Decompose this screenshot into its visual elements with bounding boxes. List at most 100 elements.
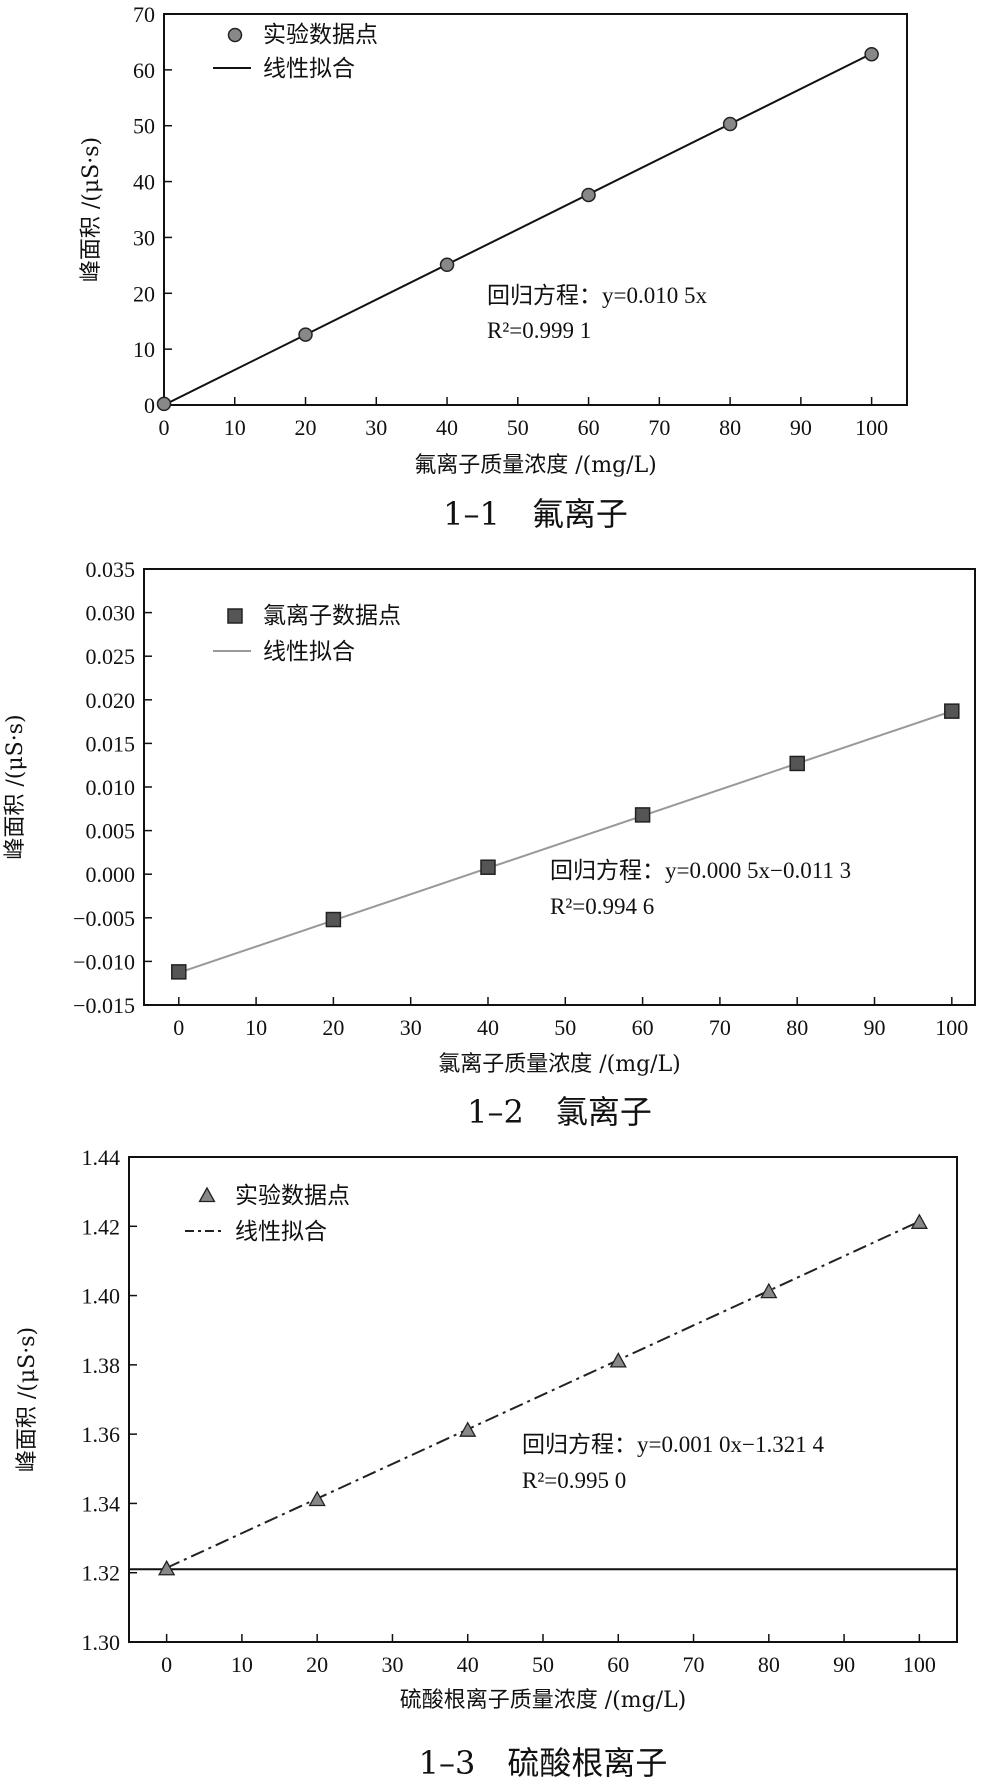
y-tick-label: −0.010 xyxy=(73,949,135,974)
y-tick-label: 10 xyxy=(133,337,155,362)
chart-caption: 1–2 氯离子 xyxy=(467,1093,652,1131)
y-axis-label: 峰面积 /(μS·s) xyxy=(79,137,104,282)
y-tick-label: 1.30 xyxy=(82,1630,121,1655)
y-tick-label: 0.005 xyxy=(86,819,136,844)
r-squared: R²=0.999 1 xyxy=(487,318,591,343)
x-tick-label: 100 xyxy=(935,1015,968,1040)
y-tick-label: 50 xyxy=(133,114,155,139)
y-tick-label: −0.015 xyxy=(73,993,135,1018)
legend-label-points: 实验数据点 xyxy=(235,1183,350,1209)
data-point xyxy=(480,859,496,875)
plot-frame xyxy=(163,13,908,406)
y-tick-label: 0.030 xyxy=(86,601,136,626)
data-point xyxy=(722,116,738,132)
regression-equation: 回归方程：y=0.001 0x−1.321 4 xyxy=(522,1432,824,1457)
r-squared: R²=0.994 6 xyxy=(550,894,654,919)
data-point xyxy=(459,1421,477,1437)
r-squared: R²=0.995 0 xyxy=(522,1468,626,1493)
data-point xyxy=(325,911,342,928)
x-tick-label: 80 xyxy=(758,1652,780,1677)
y-tick-label: 1.32 xyxy=(82,1561,121,1586)
x-tick-label: 50 xyxy=(532,1652,554,1677)
y-axis-label: 峰面积 /(μS·s) xyxy=(15,1327,40,1472)
data-point xyxy=(609,1352,627,1368)
y-tick-label: 70 xyxy=(133,2,155,27)
x-tick-label: 10 xyxy=(231,1652,253,1677)
x-tick-label: 20 xyxy=(306,1652,328,1677)
data-point xyxy=(439,257,455,273)
x-tick-label: 100 xyxy=(903,1652,936,1677)
y-tick-label: 1.42 xyxy=(82,1214,121,1239)
legend-label-line: 线性拟合 xyxy=(263,639,355,665)
data-point xyxy=(171,964,187,980)
x-tick-label: 90 xyxy=(864,1015,886,1040)
x-tick-label: 20 xyxy=(322,1015,344,1040)
x-tick-label: 90 xyxy=(833,1652,855,1677)
regression-equation: 回归方程：y=0.000 5x−0.011 3 xyxy=(550,858,851,883)
x-tick-label: 90 xyxy=(790,415,812,440)
x-tick-label: 40 xyxy=(457,1652,479,1677)
y-tick-label: 30 xyxy=(133,225,155,250)
data-point xyxy=(910,1213,928,1229)
chart-3: 0 10 20 30 40 50 60 70 80 90 100 1.30 1.32 1.34 1.36 1.… xyxy=(15,1145,958,1782)
legend-label-line: 线性拟合 xyxy=(263,56,355,82)
legend-marker xyxy=(227,27,243,43)
x-tick-label: 40 xyxy=(436,415,458,440)
x-tick-label: 70 xyxy=(683,1652,705,1677)
fit-line xyxy=(166,1220,920,1569)
chart-1: 0 10 20 30 40 50 60 70 80 90 100 0 10 20 30 40 50 60 70 实验数… xyxy=(79,2,908,533)
y-tick-label: 0.000 xyxy=(86,862,136,887)
legend-label-points: 氯离子数据点 xyxy=(263,603,401,629)
data-point xyxy=(581,187,596,203)
legend-marker xyxy=(198,1186,216,1203)
x-tick-label: 60 xyxy=(607,1652,629,1677)
data-point xyxy=(864,46,879,62)
y-tick-label: 20 xyxy=(133,281,155,306)
y-tick-label: 0.035 xyxy=(86,557,136,582)
x-tick-label: 30 xyxy=(365,415,387,440)
data-point xyxy=(298,327,313,342)
x-tick-label: 20 xyxy=(295,415,317,440)
x-tick-label: 0 xyxy=(161,1652,172,1677)
chart-caption: 1–1 氟离子 xyxy=(443,495,628,533)
data-point xyxy=(156,396,172,412)
x-tick-label: 100 xyxy=(855,415,888,440)
chart-caption: 1–3 硫酸根离子 xyxy=(419,1744,668,1782)
y-tick-label: 0.020 xyxy=(86,688,136,713)
x-tick-label: 70 xyxy=(648,415,670,440)
y-tick-label: 1.34 xyxy=(82,1491,121,1516)
y-tick-label: 60 xyxy=(133,58,155,83)
x-tick-label: 30 xyxy=(381,1652,403,1677)
data-point xyxy=(760,1282,778,1299)
y-tick-label: −0.005 xyxy=(73,906,135,931)
x-tick-label: 0 xyxy=(159,415,170,440)
x-tick-label: 50 xyxy=(507,415,529,440)
data-point xyxy=(158,1559,176,1576)
y-tick-label: 0.015 xyxy=(86,731,136,756)
legend-label-points: 实验数据点 xyxy=(263,22,378,48)
y-tick-label: 1.38 xyxy=(82,1353,121,1378)
y-axis-label: 峰面积 /(μS·s) xyxy=(3,714,28,859)
legend-label-line: 线性拟合 xyxy=(235,1219,327,1245)
regression-equation: 回归方程：y=0.010 5x xyxy=(487,283,707,308)
x-tick-label: 50 xyxy=(554,1015,576,1040)
x-tick-label: 60 xyxy=(578,415,600,440)
fit-line xyxy=(178,710,953,974)
y-tick-label: 40 xyxy=(133,170,155,195)
y-tick-label: 0.010 xyxy=(86,775,136,800)
y-tick-label: 0.025 xyxy=(86,644,136,669)
y-tick-label: 0 xyxy=(144,393,155,418)
x-axis-label: 氯离子质量浓度 /(mg/L) xyxy=(438,1052,681,1077)
x-tick-label: 70 xyxy=(709,1015,731,1040)
x-axis-label: 硫酸根离子质量浓度 /(mg/L) xyxy=(400,1688,687,1713)
x-tick-label: 60 xyxy=(632,1015,654,1040)
x-tick-label: 10 xyxy=(224,415,246,440)
x-tick-label: 80 xyxy=(786,1015,808,1040)
y-tick-label: 1.44 xyxy=(82,1145,121,1170)
x-tick-label: 80 xyxy=(719,415,741,440)
x-tick-label: 10 xyxy=(245,1015,267,1040)
x-tick-label: 30 xyxy=(400,1015,422,1040)
data-point xyxy=(789,755,805,772)
legend-marker xyxy=(227,608,243,624)
